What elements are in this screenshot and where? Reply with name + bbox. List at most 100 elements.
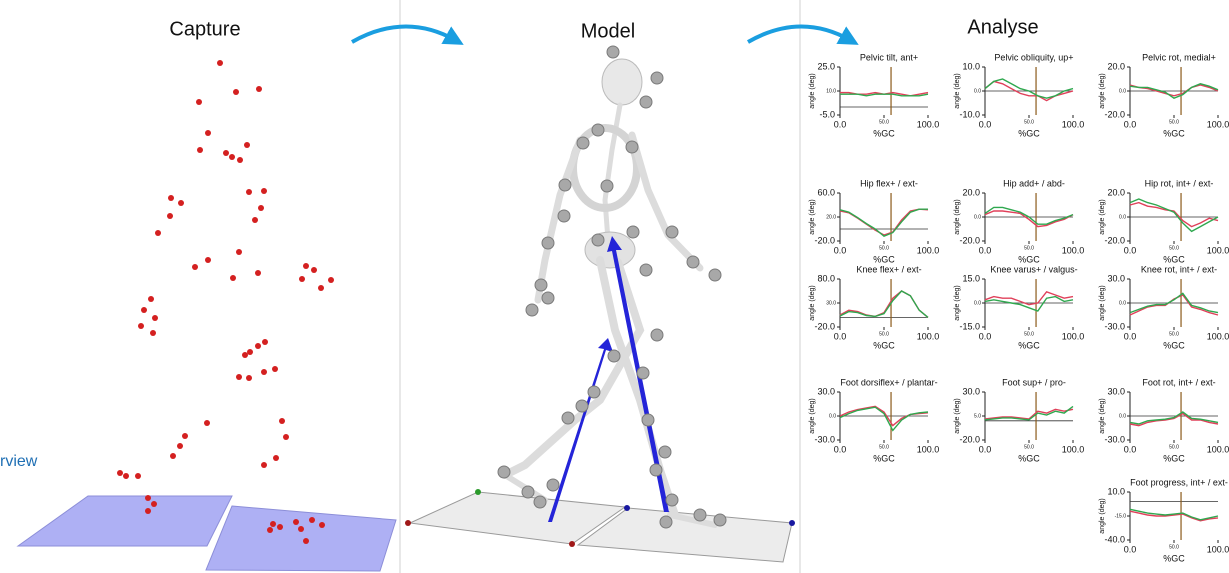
chart-title: Foot rot, int+ / ext- [1142,377,1215,387]
x-axis-label: %GC [1018,340,1040,350]
y-tick-label: 5.0 [974,413,981,419]
chart-title: Hip rot, int+ / ext- [1145,178,1214,188]
figure: Capture Model Analyse rview [0,0,1229,573]
y-tick-label: 20.0 [962,187,980,197]
x-tick-label: 0.0 [834,119,847,129]
y-tick-label: 20.0 [826,214,836,220]
small-chart: Hip flex+ / ext-angle (deg)%GC-20.020.06… [809,178,939,264]
x-axis-label: %GC [1018,254,1040,264]
x-tick-label: 100.0 [1207,444,1229,454]
x-tick-label: 50.0 [1024,331,1034,337]
y-tick-label: 30.0 [817,386,835,396]
y-tick-label: 30.0 [962,386,980,396]
x-axis-label: %GC [1163,340,1185,350]
y-tick-label: 20.0 [1107,187,1125,197]
y-tick-label: -20.0 [959,434,980,444]
y-axis-label: angle (deg) [954,199,961,234]
small-chart: Hip add+ / abd-angle (deg)%GC-20.00.020.… [954,178,1084,264]
x-tick-label: 0.0 [979,245,992,255]
x-tick-label: 50.0 [1024,444,1034,450]
small-chart: Foot progress, int+ / ext-angle (deg)%GC… [1099,477,1229,563]
sidebar-link[interactable]: rview [0,453,38,470]
x-axis-label: %GC [1018,128,1040,138]
y-tick-label: -15.0 [1115,513,1127,519]
y-tick-label: 20.0 [1107,61,1125,71]
x-tick-label: 50.0 [1024,119,1034,125]
y-tick-label: -20.0 [814,235,835,245]
y-tick-label: 0.0 [974,88,981,94]
x-axis-label: %GC [1163,254,1185,264]
y-axis-label: angle (deg) [809,285,816,320]
x-tick-label: 50.0 [879,245,889,251]
y-tick-label: 10.0 [1107,486,1125,496]
x-tick-label: 0.0 [979,119,992,129]
chart-title: Foot dorsiflex+ / plantar- [840,377,937,387]
x-tick-label: 50.0 [879,331,889,337]
y-axis-label: angle (deg) [954,398,961,433]
y-axis-label: angle (deg) [954,285,961,320]
chart-title: Hip add+ / abd- [1003,178,1065,188]
y-tick-label: 30.0 [1107,273,1125,283]
y-tick-label: 0.0 [1119,413,1126,419]
x-tick-label: 50.0 [1169,544,1179,550]
chart-title: Knee flex+ / ext- [856,264,921,274]
x-tick-label: 50.0 [879,444,889,450]
x-tick-label: 100.0 [1207,245,1229,255]
small-chart: Foot sup+ / pro-angle (deg) %GC -20.0 5.0 30… [954,377,1084,463]
x-tick-label: 50.0 [1169,245,1179,251]
chart-title: Foot sup+ / pro- [1002,377,1066,387]
y-tick-label: -10.0 [959,109,980,119]
small-chart: Pelvic obliquity, up+angle (deg)%GC-10.0… [954,52,1084,138]
x-tick-label: 100.0 [1062,119,1085,129]
chart-title: Pelvic obliquity, up+ [994,52,1073,62]
y-tick-label: -15.0 [959,321,980,331]
x-tick-label: 50.0 [1169,119,1179,125]
y-tick-label: 0.0 [1119,214,1126,220]
x-tick-label: 0.0 [1124,331,1137,341]
x-tick-label: 100.0 [917,331,940,341]
y-axis-label: angle (deg) [809,398,816,433]
x-tick-label: 0.0 [979,444,992,454]
small-chart: Knee flex+ / ext-angle (deg)%GC-20.030.0… [809,264,939,350]
y-axis-label: angle (deg) [1099,398,1106,433]
y-axis-label: angle (deg) [1099,199,1106,234]
x-tick-label: 0.0 [834,331,847,341]
plot-frame [840,67,928,115]
x-tick-label: 0.0 [834,245,847,255]
y-tick-label: 25.0 [817,61,835,71]
y-tick-label: -30.0 [814,434,835,444]
x-tick-label: 100.0 [1207,544,1229,554]
y-tick-label: -20.0 [1104,235,1125,245]
y-tick-label: -30.0 [1104,321,1125,331]
flow-arrow [352,26,455,42]
model-floor [405,489,795,562]
y-tick-label: 30.0 [1107,386,1125,396]
small-chart: Pelvic rot, medial+angle (deg)%GC-20.00.… [1099,52,1229,138]
marker-cloud [117,60,334,544]
x-tick-label: 50.0 [879,119,889,125]
x-tick-label: 50.0 [1169,444,1179,450]
small-chart: Knee varus+ / valgus-angle (deg) %GC -15.0… [954,264,1084,350]
small-chart: Foot rot, int+ / ext-angle (deg)%GC-30.0… [1099,377,1229,463]
x-tick-label: 100.0 [1062,245,1085,255]
force-plates [18,496,396,571]
x-axis-label: %GC [1163,453,1185,463]
x-tick-label: 100.0 [1062,331,1085,341]
plot-frame [840,193,928,241]
skeleton [505,59,715,525]
x-axis-label: %GC [1018,453,1040,463]
y-tick-label: -20.0 [959,235,980,245]
y-axis-label: angle (deg) [1099,285,1106,320]
x-axis-label: %GC [873,254,895,264]
panel-title: Capture [169,18,240,40]
y-axis-label: angle (deg) [809,199,816,234]
x-axis-label: %GC [1163,553,1185,563]
y-tick-label: -40.0 [1104,534,1125,544]
chart-title: Knee varus+ / valgus- [990,264,1077,274]
y-tick-label: 15.0 [962,273,980,283]
panel-dividers [400,0,800,573]
small-chart: Hip rot, int+ / ext-angle (deg) %GC -20.0 0… [1099,178,1229,264]
y-axis-label: angle (deg) [1099,73,1106,108]
x-tick-label: 50.0 [1169,331,1179,337]
y-tick-label: 0.0 [974,214,981,220]
